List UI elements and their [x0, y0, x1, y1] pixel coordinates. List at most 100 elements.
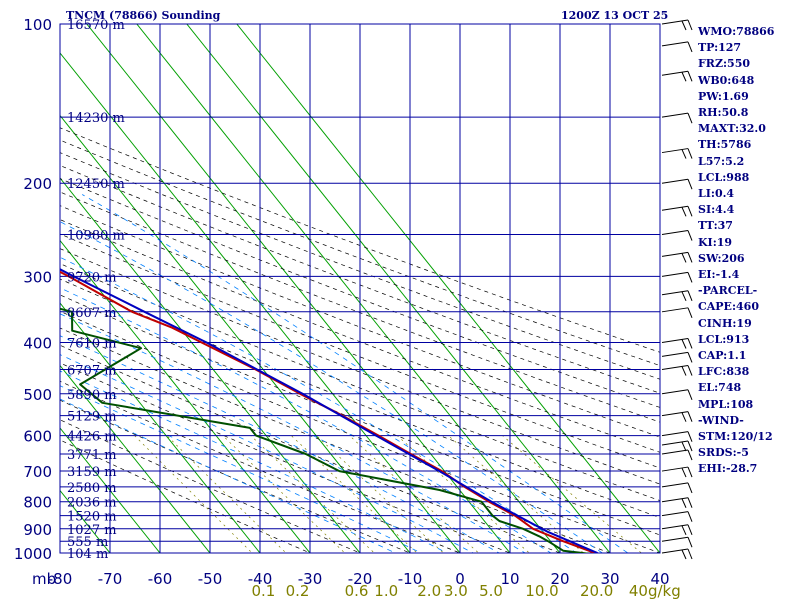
height-label: 2036 m [67, 496, 117, 511]
stat-line: KI:19 [698, 235, 733, 249]
temperature-tick-label: 10 [500, 570, 519, 588]
height-label: 1520 m [67, 510, 117, 525]
dry-adiabat-line [60, 248, 660, 485]
barb-flag [681, 339, 687, 349]
barb-shaft [661, 351, 689, 357]
isotherm-line [60, 364, 211, 553]
barb-shaft [661, 524, 689, 530]
stat-line: MPL:108 [698, 397, 754, 411]
barb-shaft [661, 290, 689, 296]
barb-shaft [661, 466, 689, 472]
pressure-tick-label: 100 [23, 16, 52, 34]
pressure-tick-label: 1000 [14, 545, 52, 563]
mixing-ratio-line [250, 435, 375, 553]
mixing-ratio-line [396, 435, 530, 553]
profile-lines [60, 268, 598, 553]
barb-shaft [661, 70, 689, 76]
isotherm-line [60, 114, 411, 553]
barb-shaft [661, 411, 689, 417]
temperature-tick-label: -10 [398, 570, 423, 588]
barb-shaft [661, 497, 689, 503]
height-label: 12450 m [67, 177, 125, 192]
moist-adiabat-line [60, 313, 526, 553]
height-label: 14230 m [67, 111, 125, 126]
barb-flag [687, 411, 693, 422]
barb-flag [687, 389, 693, 400]
barb-flag [687, 524, 693, 535]
barb-shaft [661, 251, 689, 257]
temperature-tick-label: -50 [198, 570, 223, 588]
wind-barb [661, 466, 693, 478]
dry-adiabat-line [60, 205, 660, 438]
stat-line: RH:50.8 [698, 106, 749, 120]
height-label: 9720 m [67, 270, 117, 285]
barb-shaft [661, 41, 689, 47]
stat-line: EI:-1.4 [698, 268, 740, 282]
barb-flag [687, 71, 693, 82]
temperature-tick-label: -60 [148, 570, 173, 588]
wind-barb [661, 524, 693, 535]
isotherm-line [60, 52, 461, 553]
height-label: 7610 m [67, 336, 117, 351]
stat-line: EHI:-28.7 [698, 462, 758, 476]
wind-barb [661, 431, 693, 442]
moist-adiabat-line [60, 398, 397, 553]
temperature-tick-label: 30 [600, 570, 619, 588]
barb-shaft [661, 440, 689, 446]
mixing-ratio-line [166, 435, 287, 553]
wind-barb [661, 337, 693, 349]
barb-flag [687, 449, 693, 461]
stat-line: TH:5786 [698, 138, 752, 152]
barb-flag [681, 549, 687, 560]
wind-barbs [661, 19, 693, 560]
wind-barb [661, 178, 693, 190]
height-label: 4426 m [67, 430, 117, 445]
pressure-tick-label: 600 [23, 428, 52, 446]
barb-flag [687, 338, 693, 349]
barb-shaft [661, 178, 689, 184]
stat-line: FRZ:550 [698, 57, 751, 71]
height-label: 2580 m [67, 481, 117, 496]
wind-barb [661, 365, 693, 376]
stat-line: CAP:1.1 [698, 349, 747, 363]
mixing-ratio-line [222, 435, 346, 553]
height-label: 555 m [67, 535, 108, 550]
wind-barb [661, 497, 693, 508]
wind-barb [661, 205, 693, 217]
mixing-ratio-line [291, 435, 418, 553]
wind-barb [661, 148, 693, 159]
height-label: 8607 m [67, 306, 117, 321]
mixing-ratio-label: 5.0 [479, 582, 503, 600]
mixing-ratio-line [316, 435, 445, 553]
pressure-tick-label: 400 [23, 334, 52, 352]
mixing-ratio-label: 0.2 [286, 582, 310, 600]
moist-adiabat-line [60, 221, 604, 553]
temperature-tick-label: 40 [650, 570, 669, 588]
stat-line: MAXT:32.0 [698, 122, 766, 136]
height-label: 10980 m [67, 229, 125, 244]
barb-shaft [661, 482, 689, 488]
isotherm-line [136, 24, 561, 553]
barb-shaft [661, 548, 689, 554]
pressure-tick-label: 200 [23, 175, 52, 193]
valid-time: 1200Z 13 OCT 25 [561, 9, 669, 22]
barb-flag [681, 498, 687, 508]
barb-flag [687, 466, 693, 478]
wind-barb [661, 482, 693, 494]
stat-line: WMO:78866 [698, 25, 775, 38]
wind-barb [661, 230, 693, 241]
barb-flag [681, 20, 687, 31]
height-label: 5890 m [67, 388, 117, 403]
wind-barb [661, 70, 693, 82]
barb-shaft [661, 365, 689, 371]
isotherm-line [236, 24, 660, 553]
temperature-tick-label: -70 [98, 570, 123, 588]
stat-line: CINH:19 [698, 316, 752, 330]
stat-line: -WIND- [698, 413, 744, 427]
wind-barb [661, 19, 693, 31]
barb-flag [687, 307, 693, 318]
stat-line: TT:37 [698, 219, 733, 233]
stat-line: PW:1.69 [698, 89, 749, 103]
isotherm-line [60, 302, 261, 553]
barb-shaft [661, 148, 689, 154]
